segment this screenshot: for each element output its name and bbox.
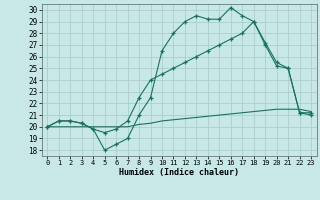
X-axis label: Humidex (Indice chaleur): Humidex (Indice chaleur) — [119, 168, 239, 177]
